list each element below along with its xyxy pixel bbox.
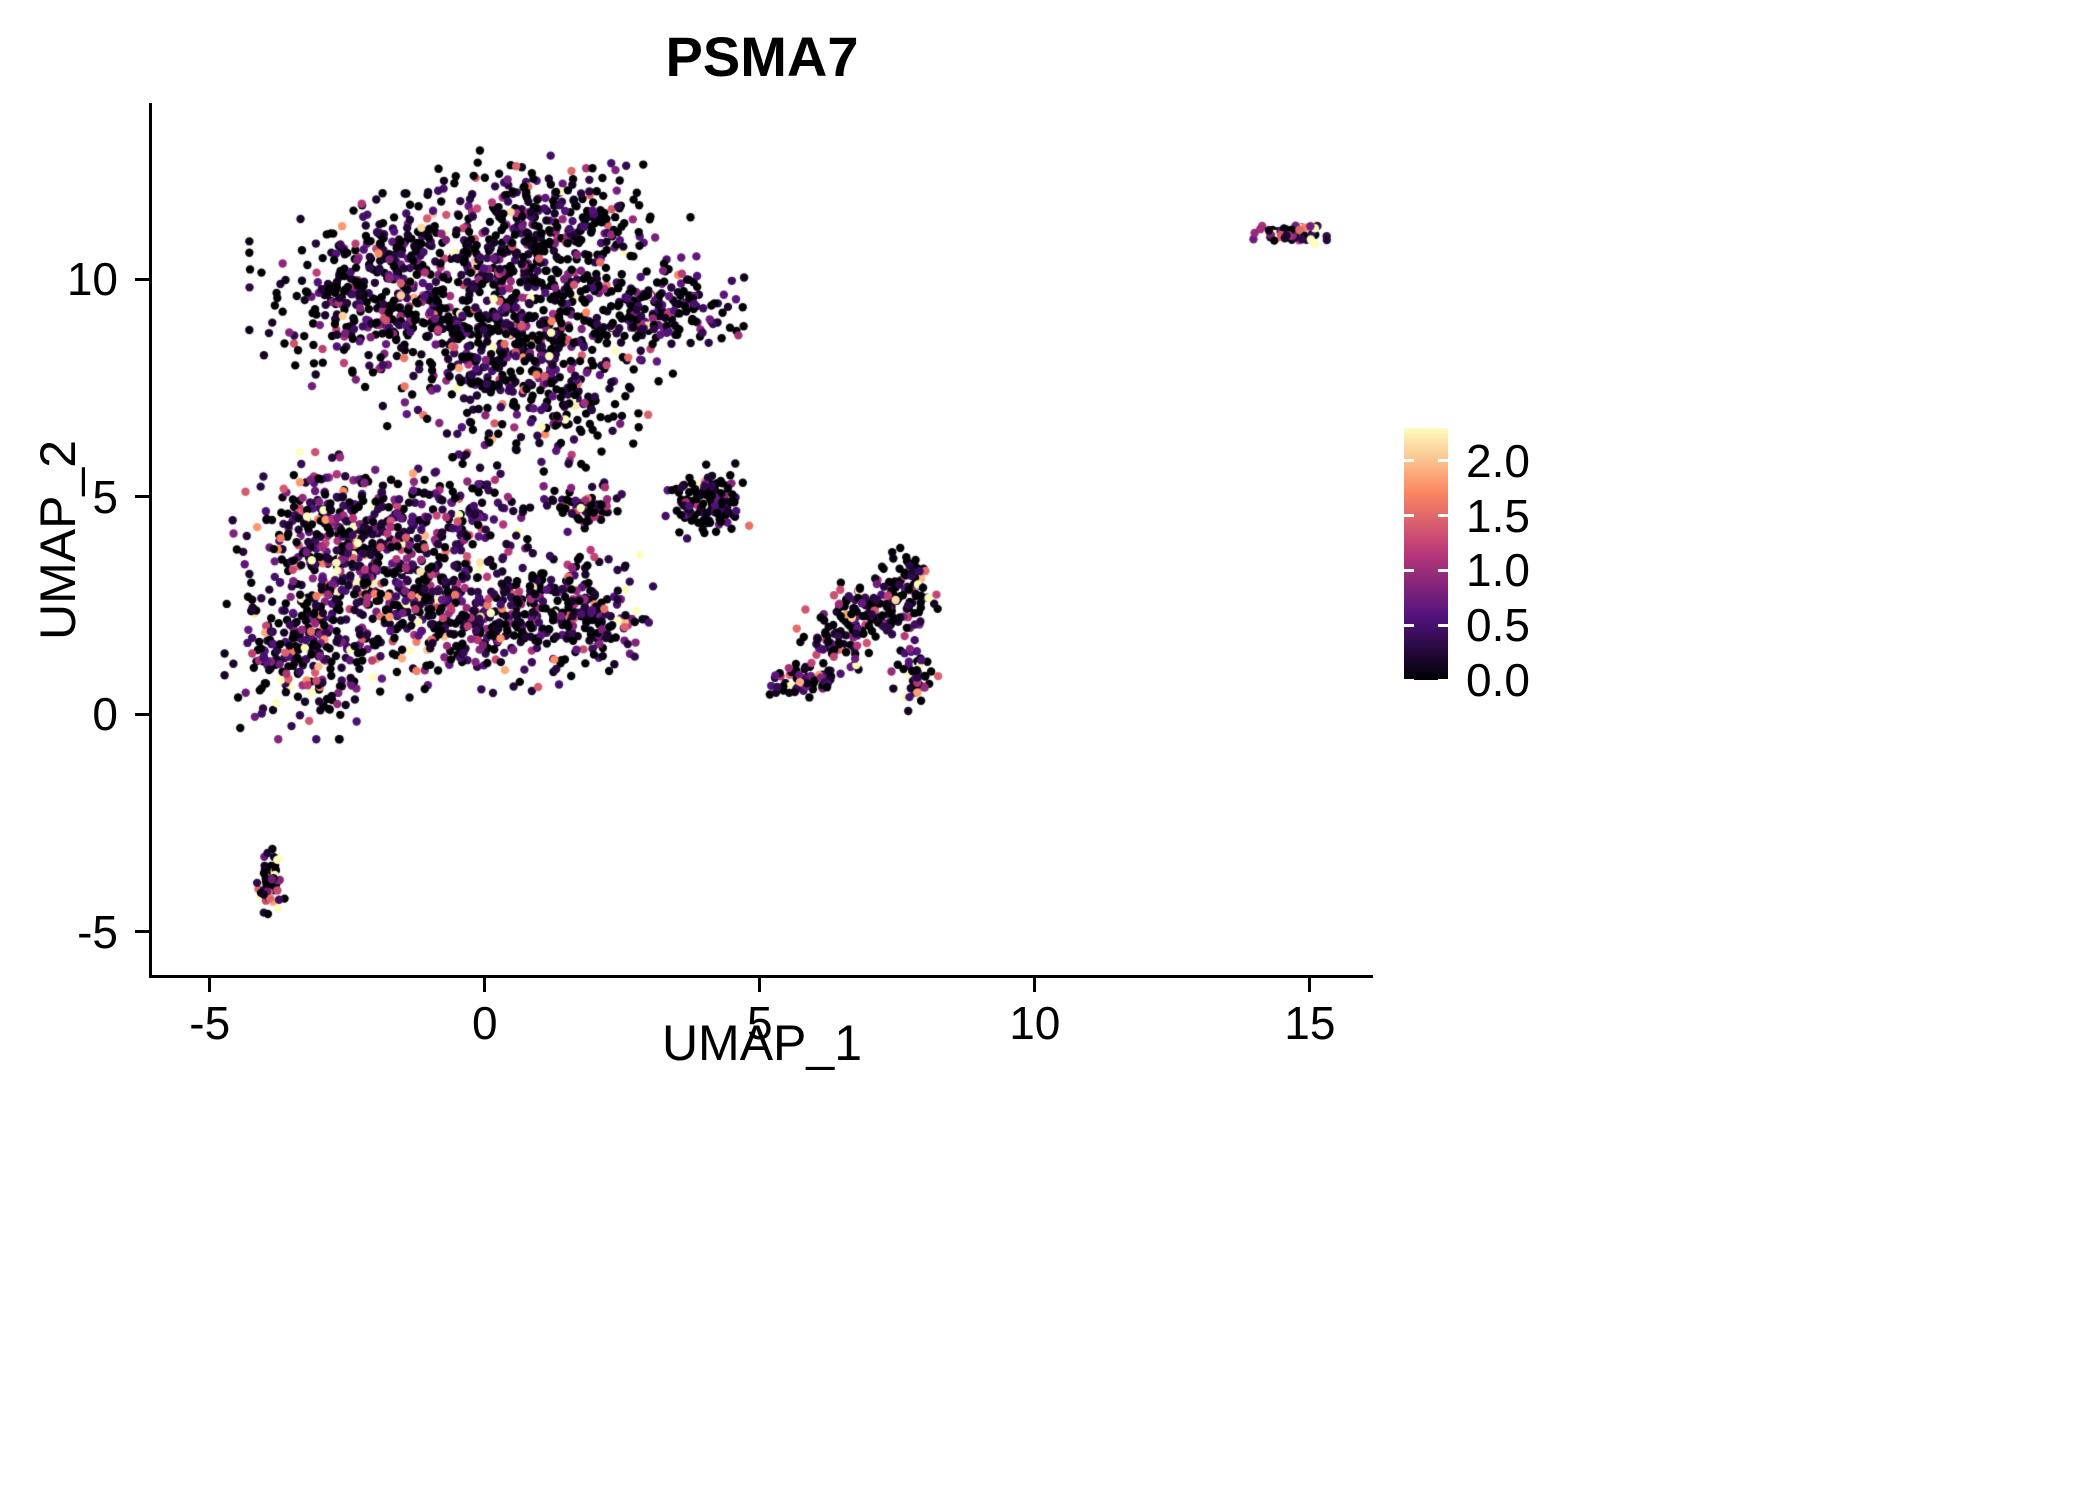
colorbar-tick-mark bbox=[1438, 459, 1448, 463]
x-tick-label: 0 bbox=[471, 997, 498, 1049]
x-axis-title: UMAP_1 bbox=[661, 1015, 863, 1071]
y-tick-mark bbox=[135, 495, 149, 498]
y-tick-label: 5 bbox=[92, 470, 118, 523]
colorbar-tick-label: 2.0 bbox=[1466, 434, 1530, 487]
y-tick-label: 0 bbox=[92, 688, 118, 740]
colorbar-tick-mark bbox=[1438, 514, 1448, 518]
x-tick-mark bbox=[1308, 978, 1312, 992]
x-tick-mark bbox=[483, 978, 487, 992]
y-tick-label: -5 bbox=[77, 905, 118, 958]
y-tick-mark bbox=[135, 277, 149, 281]
scatter-points-canvas bbox=[152, 105, 1372, 975]
plot-title: PSMA7 bbox=[665, 25, 859, 88]
colorbar-tick-label: 0.5 bbox=[1466, 599, 1530, 652]
colorbar-tick-label: 0.0 bbox=[1466, 654, 1530, 706]
colorbar-tick-label: 1.5 bbox=[1466, 489, 1530, 542]
x-tick-label: 10 bbox=[1009, 997, 1061, 1049]
x-tick-label: 15 bbox=[1284, 997, 1336, 1049]
y-tick-label: 10 bbox=[66, 253, 118, 305]
colorbar-tick-mark bbox=[1404, 514, 1414, 518]
x-tick-mark bbox=[1033, 978, 1037, 992]
x-axis-line bbox=[149, 975, 1373, 978]
x-tick-mark bbox=[208, 978, 212, 992]
colorbar-tick-mark bbox=[1438, 678, 1448, 682]
y-tick-mark bbox=[135, 930, 149, 933]
x-tick-mark bbox=[758, 978, 762, 992]
colorbar-tick-label: 1.0 bbox=[1466, 544, 1530, 597]
y-axis-line bbox=[149, 103, 152, 978]
colorbar-tick-mark bbox=[1404, 459, 1414, 463]
x-tick-label: 5 bbox=[747, 997, 773, 1049]
expression-colorbar bbox=[1404, 428, 1448, 680]
colorbar-tick-mark bbox=[1404, 623, 1414, 627]
x-tick-label: -5 bbox=[189, 997, 231, 1049]
colorbar-tick-mark bbox=[1438, 568, 1448, 572]
colorbar-tick-mark bbox=[1404, 678, 1414, 682]
colorbar-tick-mark bbox=[1438, 623, 1448, 627]
colorbar-tick-mark bbox=[1404, 568, 1414, 572]
colorbar-gradient bbox=[1404, 428, 1448, 680]
y-tick-mark bbox=[135, 712, 149, 716]
